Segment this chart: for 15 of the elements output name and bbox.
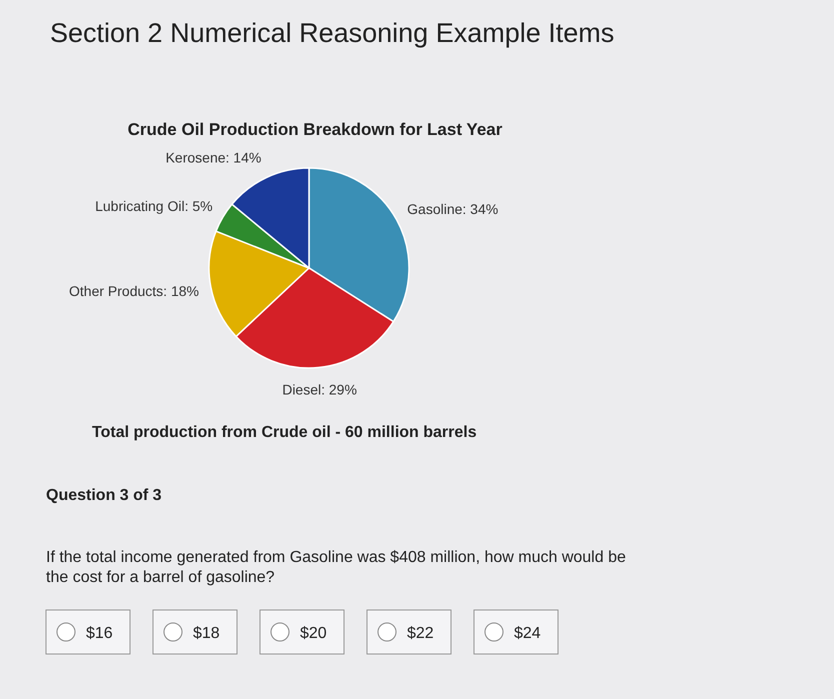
text: Question 3 of 3: [46, 487, 162, 504]
text: $22: [407, 625, 434, 642]
slice-label: Lubricating Oil: 5%: [95, 198, 213, 214]
text: $16: [86, 625, 113, 642]
slice-label: Other Products: 18%: [69, 282, 199, 299]
text: If the total income generated from Gasoline was $408 million, how much would be the cost for a barrel of gasoline?: [46, 549, 626, 586]
slice-label: Kerosene: 14%: [166, 150, 262, 166]
text: Total production from Crude oil - 60 million barrels: [92, 424, 477, 441]
chart-subtitle: Crude Oil Production Breakdown for Last Year: [128, 120, 503, 139]
text: $24: [514, 625, 541, 642]
slice-label: Gasoline: 34%: [407, 201, 498, 218]
slice-label: Diesel: 29%: [282, 381, 357, 398]
chart-title: Section 2 Numerical Reasoning Example Items: [50, 18, 614, 48]
text: $18: [193, 625, 220, 642]
text: $20: [300, 625, 327, 642]
